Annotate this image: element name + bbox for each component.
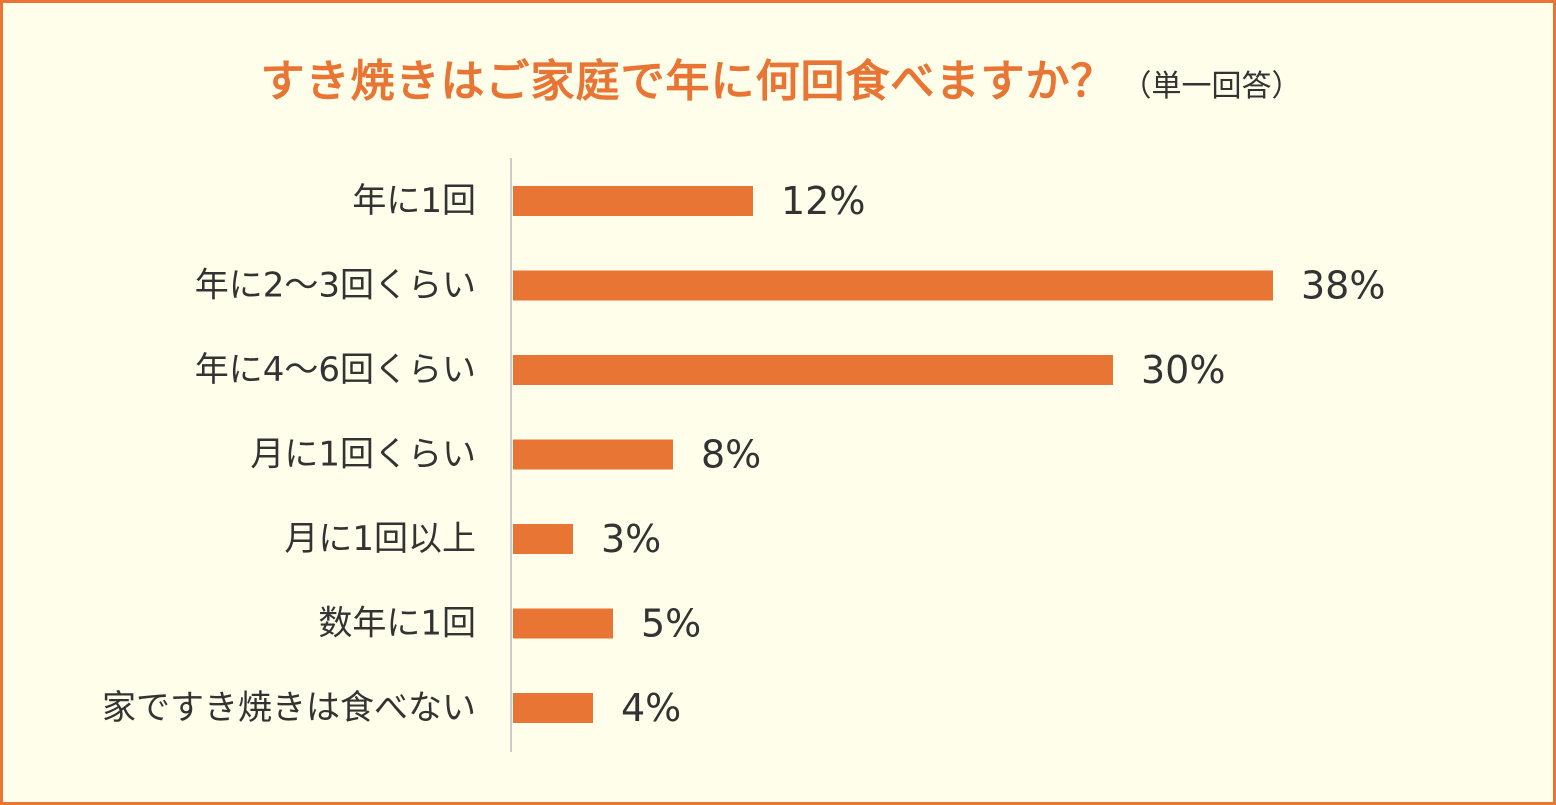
bar: [513, 524, 573, 554]
chart-title-note: （単一回答）: [1121, 69, 1302, 104]
bar: [513, 355, 1113, 385]
bar: [513, 439, 673, 470]
value-label: 38%: [1301, 264, 1385, 308]
category-label: 月に1回くらい: [250, 435, 476, 475]
category-label: 数年に1回: [318, 604, 476, 644]
bars-layer: 年に1回 12% 年に2〜3回くらい 38% 年に4〜6回くらい 30% 月に1回くらい 8%…: [102, 179, 1385, 730]
value-label: 4%: [621, 686, 681, 730]
category-label: 家ですき焼きは食べない: [102, 688, 476, 728]
category-label: 月に1回以上: [284, 519, 476, 559]
bar: [513, 270, 1273, 301]
chart-title: すき焼きはご家庭で年に何回食べますか？: [260, 56, 1116, 107]
bar: [513, 608, 613, 639]
bar: [513, 186, 753, 216]
bar: [513, 693, 593, 723]
value-label: 5%: [641, 602, 701, 646]
category-label: 年に2〜3回くらい: [195, 266, 476, 306]
value-label: 12%: [781, 179, 865, 223]
category-label: 年に4〜6回くらい: [195, 350, 476, 390]
chart-title-row: すき焼きはご家庭で年に何回食べますか？ （単一回答）: [3, 45, 1556, 109]
value-label: 3%: [601, 517, 661, 561]
value-label: 30%: [1141, 348, 1225, 392]
category-label: 年に1回: [352, 181, 476, 221]
value-label: 8%: [701, 433, 761, 477]
